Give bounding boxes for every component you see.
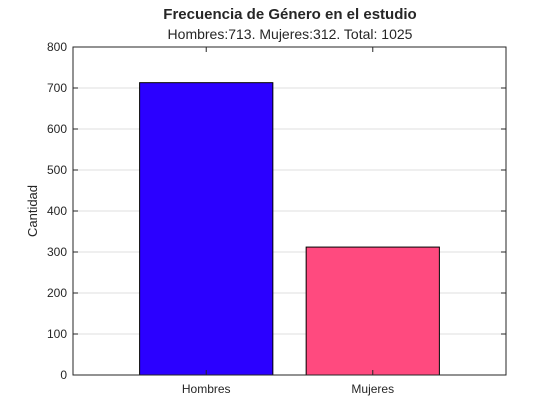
y-tick-label: 0 — [60, 368, 67, 382]
grid-lines — [73, 87, 506, 335]
axis-ticks: 0 100 200 300 400 500 600 700 800 Hombres Mujeres — [47, 40, 506, 396]
y-tick-label: 200 — [47, 286, 67, 300]
y-tick-label: 400 — [47, 204, 67, 218]
chart-title: Frecuencia de Género en el estudio — [163, 6, 416, 23]
x-tick-label: Mujeres — [351, 382, 394, 396]
y-tick-label: 500 — [47, 163, 67, 177]
y-tick-label: 800 — [47, 40, 67, 54]
bar-mujeres — [305, 246, 440, 376]
chart-subtitle: Hombres:713. Mujeres:312. Total: 1025 — [168, 26, 413, 42]
y-axis-label: Cantidad — [25, 185, 40, 237]
y-tick-label: 100 — [47, 327, 67, 341]
y-tick-label: 600 — [47, 122, 67, 136]
bar-hombres — [139, 82, 274, 376]
y-tick-label: 700 — [47, 81, 67, 95]
bars — [139, 82, 440, 376]
x-tick-label: Hombres — [182, 382, 231, 396]
y-tick-label: 300 — [47, 245, 67, 259]
